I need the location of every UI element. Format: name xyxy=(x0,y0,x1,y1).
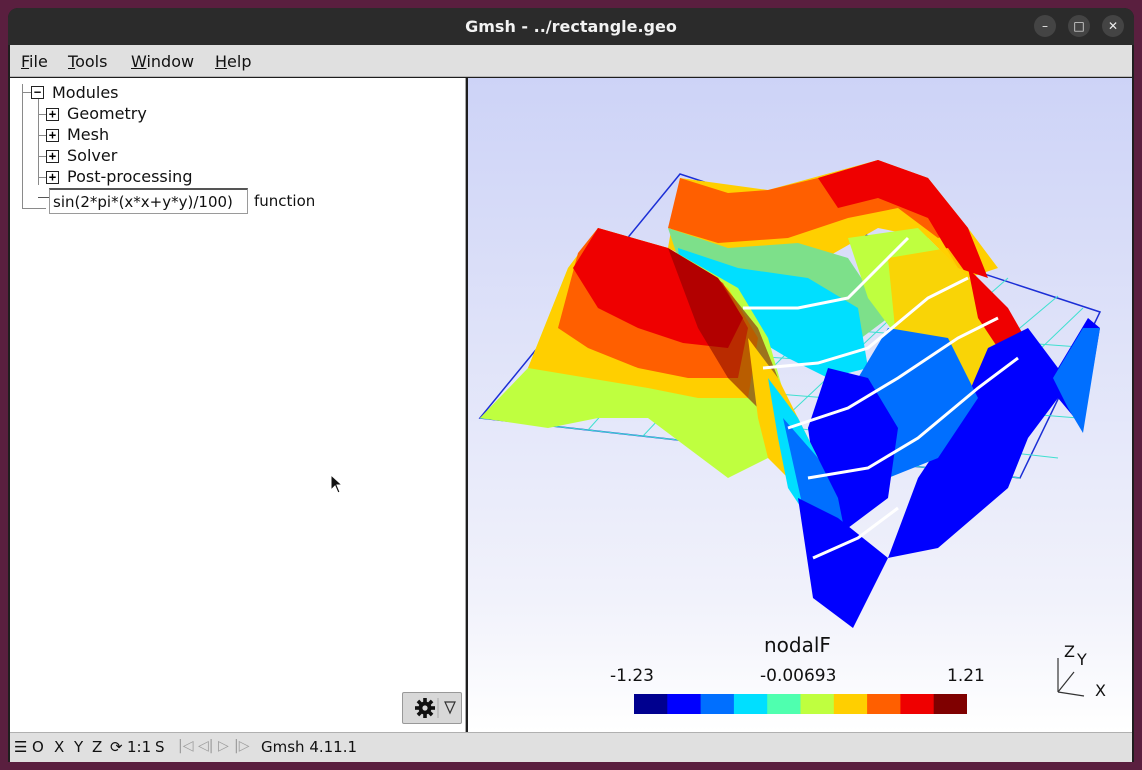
color-scale-swatch xyxy=(800,694,835,714)
axis-y-label: Y xyxy=(1077,650,1087,669)
menu-tools[interactable]: Tools xyxy=(68,52,107,71)
surface-plot xyxy=(478,160,1102,628)
menu-tools-label: ools xyxy=(75,52,108,71)
options-gear-button[interactable] xyxy=(402,692,462,724)
surface-patch xyxy=(678,248,868,378)
close-button[interactable]: ✕ xyxy=(1102,15,1124,37)
axis-z-label: Z xyxy=(1064,642,1075,661)
axes-triad-icon xyxy=(1057,658,1085,697)
color-scale-swatch xyxy=(700,694,735,714)
function-label: function xyxy=(254,192,316,210)
surface-patch xyxy=(818,160,988,278)
maximize-button[interactable]: □ xyxy=(1068,15,1090,37)
view-o-button[interactable]: O xyxy=(32,738,44,756)
scale-min-label: -1.23 xyxy=(610,666,654,686)
color-scale-swatch xyxy=(634,694,668,714)
color-scale-swatch xyxy=(833,694,868,714)
expand-mesh-toggle[interactable]: + xyxy=(46,129,59,142)
collapse-modules-toggle[interactable]: − xyxy=(31,86,44,99)
previous-step-icon[interactable]: ◁| xyxy=(198,738,214,754)
scale-one-to-one-button[interactable]: 1:1 xyxy=(127,738,152,756)
tree-item-solver[interactable]: Solver xyxy=(67,146,118,165)
tree-branch-line xyxy=(22,208,46,209)
last-step-icon[interactable]: |▷ xyxy=(234,738,250,754)
rotate-icon[interactable]: ⟳ xyxy=(110,738,123,756)
menu-tools-mnemonic: T xyxy=(68,52,76,71)
tree-panel: − Modules + Geometry + Mesh + Solver + P… xyxy=(10,78,466,732)
tree-branch-line xyxy=(38,114,48,115)
mouse-cursor-icon xyxy=(330,473,344,498)
surface-patch xyxy=(1053,328,1100,433)
menu-help[interactable]: Help xyxy=(215,52,251,71)
status-bar: ☰ O X Y Z ⟳ 1:1 S |◁ ◁| ▷ |▷ Gmsh 4.11.1 xyxy=(10,732,1132,762)
menu-help-mnemonic: H xyxy=(215,52,228,71)
scale-max-label: 1.21 xyxy=(947,666,985,686)
tree-item-modules[interactable]: Modules xyxy=(52,83,119,102)
version-label: Gmsh 4.11.1 xyxy=(261,738,358,756)
tree-item-post-processing[interactable]: Post-processing xyxy=(67,167,193,186)
gear-icon xyxy=(415,698,456,718)
view-z-button[interactable]: Z xyxy=(92,738,103,756)
view-x-button[interactable]: X xyxy=(54,738,65,756)
graphics-viewport[interactable]: nodalF -1.23 -0.00693 1.21 Z Y X xyxy=(468,78,1132,732)
surface-ridge-lines xyxy=(743,236,1019,560)
menu-file-mnemonic: F xyxy=(21,52,30,71)
color-scale-bar xyxy=(634,694,967,714)
color-scale-swatch xyxy=(767,694,801,714)
expand-solver-toggle[interactable]: + xyxy=(46,150,59,163)
menu-bar: File Tools Window Help xyxy=(10,45,1132,77)
color-scale-swatch xyxy=(667,694,702,714)
view-name-label: nodalF xyxy=(764,633,831,657)
tree-item-mesh[interactable]: Mesh xyxy=(67,125,110,144)
play-icon[interactable]: ▷ xyxy=(218,738,229,754)
tree-sub-trunk-line xyxy=(38,99,39,185)
axis-x-label: X xyxy=(1095,681,1106,700)
color-scale-swatch xyxy=(900,694,935,714)
scale-mid-label: -0.00693 xyxy=(760,666,837,686)
menu-window-mnemonic: W xyxy=(131,52,147,71)
tree-branch-line xyxy=(38,156,48,157)
menu-file[interactable]: File xyxy=(21,52,48,71)
menu-window-label: indow xyxy=(146,52,195,71)
function-input[interactable]: sin(2*pi*(x*x+y*y)/100) xyxy=(49,188,248,214)
menu-window[interactable]: Window xyxy=(131,52,194,71)
expand-post-processing-toggle[interactable]: + xyxy=(46,171,59,184)
title-bar[interactable]: Gmsh - ../rectangle.geo – □ ✕ xyxy=(8,8,1134,45)
select-button[interactable]: S xyxy=(155,738,165,756)
menu-file-label: ile xyxy=(29,52,48,71)
status-menu-icon[interactable]: ☰ xyxy=(14,738,28,756)
surface-patch xyxy=(668,248,778,408)
expand-geometry-toggle[interactable]: + xyxy=(46,108,59,121)
color-scale-swatch xyxy=(867,694,901,714)
view-y-button[interactable]: Y xyxy=(74,738,84,756)
surface-patch xyxy=(798,498,888,628)
tree-branch-line xyxy=(22,92,34,93)
first-step-icon[interactable]: |◁ xyxy=(178,738,194,754)
color-scale-swatch xyxy=(733,694,768,714)
tree-branch-line xyxy=(38,177,48,178)
surface-patch xyxy=(888,318,1100,558)
window-title: Gmsh - ../rectangle.geo xyxy=(465,17,677,36)
gmsh-window: Gmsh - ../rectangle.geo – □ ✕ File Tools… xyxy=(8,8,1134,762)
color-scale-swatch xyxy=(933,694,967,714)
tree-branch-line xyxy=(38,135,48,136)
menu-help-label: elp xyxy=(227,52,252,71)
tree-trunk-line xyxy=(22,84,23,208)
minimize-button[interactable]: – xyxy=(1034,15,1056,37)
tree-item-geometry[interactable]: Geometry xyxy=(67,104,147,123)
